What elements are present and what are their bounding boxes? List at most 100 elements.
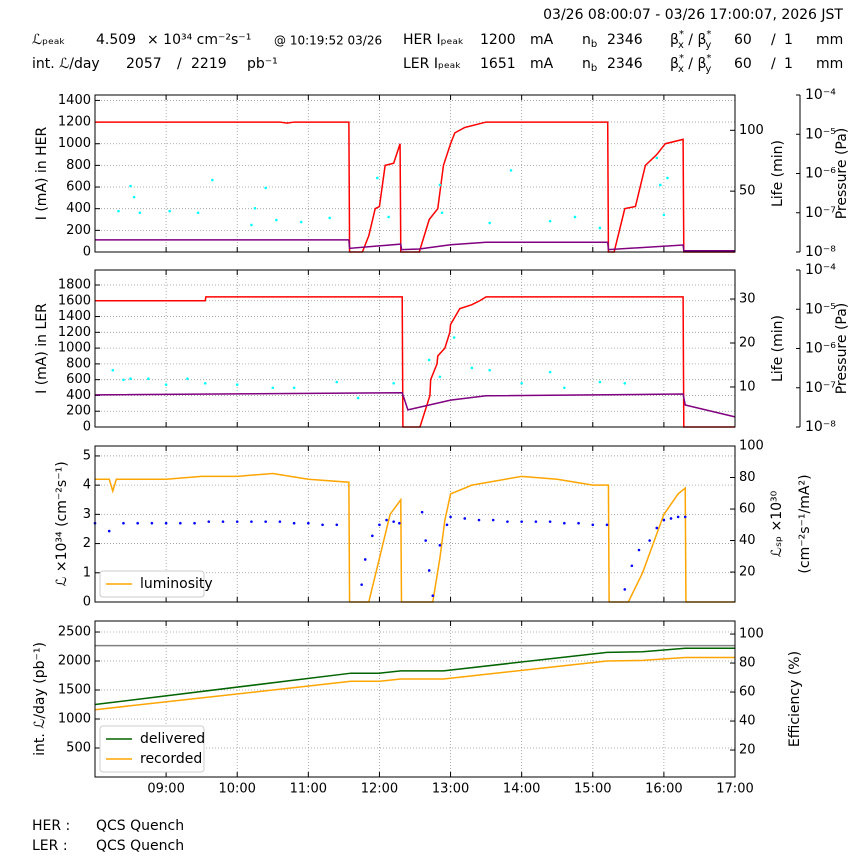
- y-tick-label: 200: [66, 404, 91, 419]
- plot-frame: [94, 269, 736, 428]
- series-point: [136, 521, 139, 525]
- beta-symbol: β: [697, 56, 706, 72]
- y2-tick-label: 40: [739, 533, 756, 548]
- y3-tick-label: 10⁻⁶: [805, 166, 836, 182]
- y-tick-label: 2: [83, 536, 91, 551]
- y-tick-label: 1400: [58, 309, 91, 324]
- beta-symbol: β: [697, 32, 706, 48]
- y2-tick-label: 20: [739, 336, 756, 351]
- int-lumi-separator: /: [177, 56, 182, 72]
- series-point: [534, 520, 538, 523]
- series-point: [577, 521, 580, 525]
- header: 03/26 08:00:07 - 03/26 17:00:07, 2026 JS…: [32, 7, 843, 75]
- series-point: [598, 226, 602, 230]
- series-point: [147, 377, 150, 381]
- series-point: [520, 381, 523, 385]
- y3-tick-label: 10⁻⁴: [805, 262, 836, 278]
- series-point: [235, 383, 239, 386]
- series-point: [132, 195, 136, 199]
- footer: HER : QCS Quench LER : QCS Quench: [32, 818, 184, 854]
- series-point: [463, 517, 467, 520]
- legend-label: luminosity: [140, 576, 213, 592]
- y-tick-label: 1400: [58, 93, 91, 108]
- y3-axis-label: Pressure (Pa): [834, 303, 850, 395]
- lumi-peak-value: 4.509: [96, 32, 136, 48]
- beta-sup: *: [679, 53, 684, 64]
- y2-tick-label: 30: [739, 292, 756, 307]
- y-tick-label: 1: [83, 565, 91, 580]
- beta-separator: /: [684, 56, 698, 72]
- series-point: [378, 523, 381, 527]
- series-point: [392, 520, 395, 523]
- series-point: [438, 375, 442, 379]
- y-tick-label: 0: [83, 245, 91, 260]
- series-point: [307, 521, 310, 525]
- y-tick-label: 1600: [58, 293, 91, 308]
- lumi-peak-label: ℒₚₑₐₖ: [32, 32, 65, 48]
- y2-tick-label: 40: [739, 714, 756, 729]
- x-tick-label: 16:00: [645, 782, 682, 797]
- int-lumi-unit: pb⁻¹: [247, 56, 278, 72]
- y2-tick-label: 60: [739, 685, 756, 700]
- series-point: [630, 564, 634, 568]
- series-point: [264, 520, 267, 523]
- series-point: [491, 518, 495, 522]
- x-tick-label: 09:00: [147, 782, 184, 797]
- y-tick-label: 1000: [58, 341, 91, 356]
- series-point: [203, 381, 207, 385]
- ring-label: HER Iₚₑₐₖ: [403, 32, 464, 48]
- y-tick-label: 1200: [58, 115, 91, 130]
- series-point: [662, 518, 666, 522]
- series-point: [221, 520, 225, 523]
- series-point: [427, 358, 431, 362]
- series-point: [207, 520, 211, 523]
- series-point: [271, 386, 275, 390]
- beta-sup: *: [706, 29, 711, 40]
- plot-frame: [94, 94, 736, 253]
- y-tick-label: 1000: [58, 136, 91, 151]
- time-range: 03/26 08:00:07 - 03/26 17:00:07, 2026 JS…: [543, 7, 843, 23]
- ring-label: LER Iₚₑₐₖ: [403, 56, 461, 72]
- panel: 0 200 400 600 800 1000 1200 1400 50 100 10⁻⁸ 10⁻⁷ 10…: [34, 87, 850, 260]
- y-axis-label: ℒ ×10³⁴ (cm⁻²s⁻¹): [54, 461, 70, 586]
- y-tick-label: 0: [83, 595, 91, 610]
- series-point: [669, 517, 673, 520]
- beta-y-sub: y: [705, 40, 711, 51]
- series-point: [605, 523, 609, 527]
- y2-axis-label: Life (min): [770, 315, 786, 382]
- series-point: [193, 521, 196, 525]
- beta-y: 1: [784, 32, 793, 48]
- plot-frame: [94, 620, 736, 778]
- series-point: [186, 377, 189, 381]
- bunch-label: nb: [582, 32, 597, 50]
- y-tick-label: 500: [66, 741, 91, 756]
- beta-unit: mm: [816, 56, 843, 72]
- series-point: [211, 178, 214, 182]
- x-tick-label: 17:00: [716, 782, 753, 797]
- series-point: [321, 523, 324, 527]
- nb-sub: b: [591, 63, 597, 74]
- series-point: [591, 523, 595, 527]
- series-point: [509, 169, 513, 172]
- series-point: [196, 211, 200, 215]
- series-point: [117, 209, 120, 213]
- y2-tick-label: 100: [739, 123, 764, 138]
- nb-symbol: n: [582, 56, 591, 72]
- series-point: [648, 539, 651, 542]
- series-point: [129, 377, 132, 381]
- series-point: [598, 380, 602, 384]
- series-point: [488, 368, 491, 372]
- series-point: [449, 515, 452, 519]
- y-tick-label: 800: [66, 356, 91, 371]
- series-point: [107, 529, 111, 533]
- y2-tick-label: 60: [739, 502, 756, 517]
- y-axis-label: I (mA) in HER: [34, 126, 50, 220]
- series-point: [623, 381, 627, 385]
- legend-box: [99, 725, 205, 773]
- y-tick-label: 600: [66, 372, 91, 387]
- y3-tick-label: 10⁻⁵: [805, 126, 836, 142]
- y3-tick-label: 10⁻⁶: [805, 341, 836, 357]
- series-line: [95, 296, 735, 428]
- legend-label: delivered: [140, 731, 205, 747]
- y-tick-label: 600: [66, 180, 91, 195]
